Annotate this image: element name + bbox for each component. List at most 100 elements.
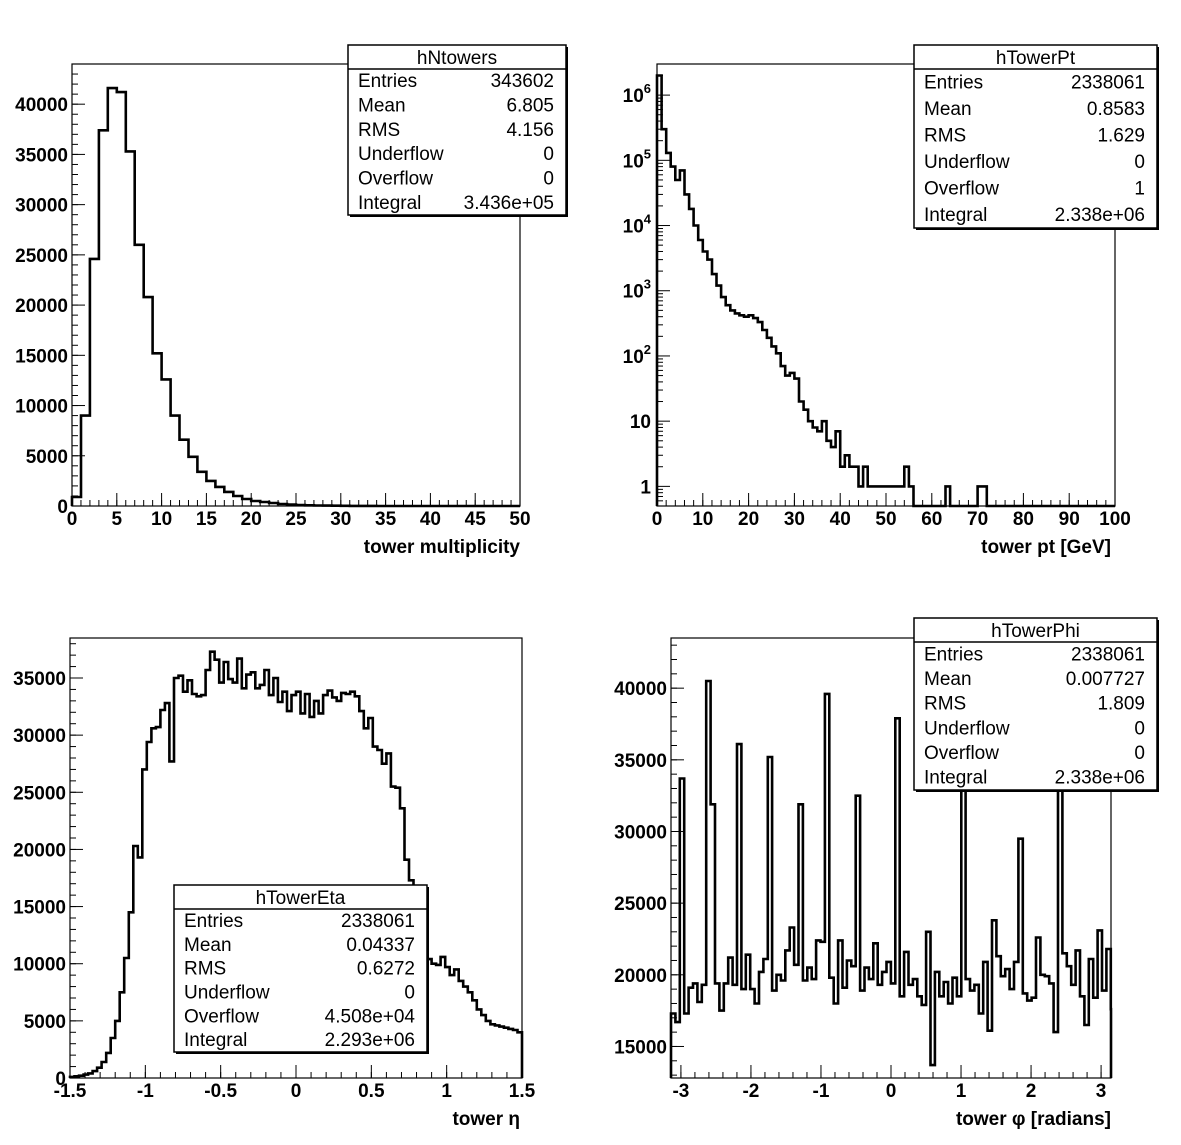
stats-row-value: 0.8583 bbox=[1087, 99, 1145, 120]
x-tick-label: 30 bbox=[784, 509, 805, 530]
x-tick-label: 30 bbox=[330, 509, 351, 530]
stats-row-label: Mean bbox=[924, 99, 972, 120]
x-tick-label: -1 bbox=[137, 1081, 154, 1102]
stats-row-label: Entries bbox=[184, 911, 243, 932]
stats-row-value: 3.436e+05 bbox=[464, 193, 554, 214]
stats-row-label: RMS bbox=[924, 125, 966, 146]
x-tick-label: 100 bbox=[1099, 509, 1131, 530]
stats-row-value: 4.156 bbox=[506, 120, 554, 141]
x-axis-title: tower pt [GeV] bbox=[981, 537, 1111, 558]
x-tick-label: 1.5 bbox=[509, 1081, 536, 1102]
y-tick-label: 102 bbox=[623, 342, 651, 368]
x-tick-label: 1 bbox=[441, 1081, 452, 1102]
y-tick-label: 0 bbox=[57, 497, 68, 518]
stats-row-label: Integral bbox=[924, 768, 987, 789]
x-axis-title: tower φ [radians] bbox=[956, 1109, 1111, 1130]
x-tick-label: -2 bbox=[742, 1081, 759, 1102]
stats-row-label: Underflow bbox=[924, 152, 1010, 173]
x-tick-label: -1.5 bbox=[54, 1081, 87, 1102]
x-tick-label: 40 bbox=[830, 509, 851, 530]
stats-box-frame bbox=[913, 617, 1158, 791]
x-tick-label: 5 bbox=[112, 509, 123, 530]
stats-row-value: 0.6272 bbox=[357, 959, 415, 980]
panel-htowerphi: -3 -2 -1 0 1 2 3 15000 20000 25000 30000 35000 40000… bbox=[614, 617, 1159, 1130]
stats-row-value: 343602 bbox=[491, 71, 554, 92]
y-tick-label: 10 bbox=[630, 412, 651, 433]
y-tick-label: 1 bbox=[640, 477, 651, 498]
stats-title: hTowerPt bbox=[996, 48, 1076, 69]
stats-box: hTowerEta Entries 2338061 Mean 0.04337 RMS 0.6… bbox=[173, 884, 429, 1054]
stats-row-value: 1 bbox=[1134, 178, 1145, 199]
stats-box-frame bbox=[347, 44, 567, 216]
x-tick-label: 50 bbox=[509, 509, 530, 530]
y-tick-label: 15000 bbox=[13, 898, 66, 919]
histogram-line bbox=[70, 86, 520, 508]
panel-htowerpt: 0 10 20 30 40 50 60 70 80 90 100110102103104105106… bbox=[623, 44, 1159, 558]
y-tick-label: 30000 bbox=[15, 196, 68, 217]
stats-row-label: Overflow bbox=[358, 169, 433, 190]
stats-title: hTowerPhi bbox=[991, 621, 1080, 642]
histogram-line bbox=[68, 650, 524, 1079]
stats-row-value: 1.809 bbox=[1097, 694, 1145, 715]
stats-title: hNtowers bbox=[417, 48, 497, 69]
y-tick-label: 30000 bbox=[13, 726, 66, 747]
x-tick-label: 40 bbox=[420, 509, 441, 530]
stats-row-label: Entries bbox=[924, 72, 983, 93]
panel-hntowers: 0 5 10 15 20 25 30 35 40 45 50 0 5000 10000 15000 20000… bbox=[15, 44, 568, 558]
y-tick-label: 40000 bbox=[614, 679, 667, 700]
y-tick-label: 15000 bbox=[15, 346, 68, 367]
stats-row-label: Integral bbox=[924, 205, 987, 226]
y-tick-label: 10000 bbox=[15, 397, 68, 418]
x-axis-title: tower η bbox=[452, 1109, 520, 1130]
x-tick-label: 2 bbox=[1026, 1081, 1037, 1102]
x-tick-label: 0 bbox=[886, 1081, 897, 1102]
x-tick-label: 35 bbox=[375, 509, 397, 530]
stats-row-value: 2.293e+06 bbox=[325, 1030, 415, 1051]
x-tick-label: 50 bbox=[875, 509, 896, 530]
x-tick-label: 0 bbox=[291, 1081, 302, 1102]
y-tick-label: 20000 bbox=[614, 966, 667, 987]
stats-row-value: 1.629 bbox=[1097, 125, 1145, 146]
stats-row-value: 0 bbox=[1134, 152, 1145, 173]
stats-row-value: 2338061 bbox=[1071, 72, 1145, 93]
stats-row-value: 4.508e+04 bbox=[325, 1006, 416, 1027]
stats-box: hTowerPhi Entries 2338061 Mean 0.007727 RMS 1.… bbox=[913, 617, 1159, 792]
x-tick-label: 80 bbox=[1013, 509, 1034, 530]
stats-row-label: Mean bbox=[358, 96, 406, 117]
x-tick-label: 15 bbox=[196, 509, 218, 530]
stats-row-value: 0 bbox=[1134, 743, 1145, 764]
y-tick-label: 105 bbox=[623, 146, 651, 172]
stats-row-label: Entries bbox=[358, 71, 417, 92]
stats-row-value: 6.805 bbox=[506, 96, 554, 117]
stats-title: hTowerEta bbox=[256, 888, 346, 909]
y-tick-label: 25000 bbox=[614, 894, 667, 915]
x-tick-label: -0.5 bbox=[204, 1081, 237, 1102]
y-tick-label: 103 bbox=[623, 277, 651, 303]
stats-row-label: Overflow bbox=[924, 743, 999, 764]
histogram-line bbox=[655, 74, 1115, 508]
x-tick-label: -1 bbox=[813, 1081, 830, 1102]
stats-row-label: Entries bbox=[924, 644, 983, 665]
stats-row-label: Underflow bbox=[184, 982, 270, 1003]
y-tick-label: 25000 bbox=[13, 783, 66, 804]
y-tick-label: 30000 bbox=[614, 822, 667, 843]
stats-row-label: RMS bbox=[184, 959, 226, 980]
stats-row-label: Mean bbox=[184, 935, 232, 956]
x-tick-label: 90 bbox=[1059, 509, 1080, 530]
stats-row-label: RMS bbox=[924, 694, 966, 715]
stats-row-label: Overflow bbox=[924, 178, 999, 199]
stats-row-label: Overflow bbox=[184, 1006, 259, 1027]
stats-row-label: Underflow bbox=[924, 718, 1010, 739]
y-tick-label: 35000 bbox=[13, 669, 66, 690]
stats-row-label: RMS bbox=[358, 120, 400, 141]
stats-box-frame bbox=[173, 884, 428, 1053]
stats-row-value: 2338061 bbox=[341, 911, 415, 932]
x-tick-label: 20 bbox=[241, 509, 262, 530]
stats-row-label: Integral bbox=[358, 193, 421, 214]
x-tick-label: 70 bbox=[967, 509, 988, 530]
x-tick-label: 0 bbox=[67, 509, 78, 530]
x-tick-label: 10 bbox=[151, 509, 172, 530]
stats-box-frame bbox=[913, 44, 1158, 229]
